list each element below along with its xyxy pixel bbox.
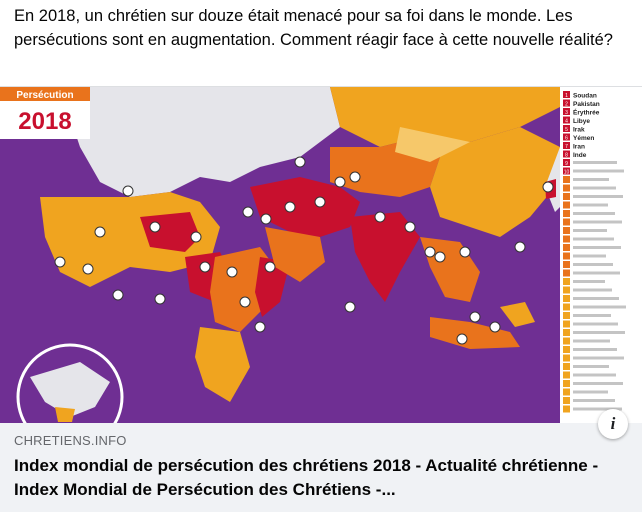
legend-swatch xyxy=(563,167,570,175)
legend-line xyxy=(573,399,615,402)
legend-line xyxy=(573,229,607,232)
legend-country: Libye xyxy=(573,118,590,125)
legend-country: Irak xyxy=(573,127,585,134)
legend-country: Pakistan xyxy=(573,101,600,108)
legend-swatch xyxy=(563,116,570,124)
legend-line xyxy=(573,220,622,224)
legend-line xyxy=(573,365,609,368)
legend-list: 1 Soudan 2 Pakistan 3 Érythrée 4 Libye 5 Irak 6 Yém… xyxy=(563,91,626,413)
legend-line xyxy=(573,254,606,258)
legend-swatch xyxy=(563,320,570,328)
legend-swatch xyxy=(563,210,570,217)
badge-title: Persécution xyxy=(16,90,73,101)
legend-swatch xyxy=(563,286,570,294)
legend-line xyxy=(573,161,617,164)
legend-swatch xyxy=(563,133,570,141)
legend-rank: 1 xyxy=(565,93,568,99)
legend-line xyxy=(573,178,609,181)
legend-country: Érythrée xyxy=(573,108,600,117)
legend-swatch xyxy=(563,405,570,413)
legend-swatch xyxy=(563,176,570,183)
post-text: En 2018, un chrétien sur douze était men… xyxy=(14,7,613,49)
legend-rank: 4 xyxy=(565,119,568,125)
legend-line xyxy=(573,212,615,215)
legend-line xyxy=(573,331,625,334)
legend-country: Iran xyxy=(573,144,585,151)
legend-line xyxy=(573,356,624,360)
link-title[interactable]: Index mondial de persécution des chrétie… xyxy=(14,456,599,499)
legend-swatch xyxy=(563,337,570,345)
legend-swatch xyxy=(563,252,570,260)
link-preview-card[interactable]: Persécution 2018 1 Soudan 2 Pakistan 3 Érythr… xyxy=(0,86,642,512)
legend-swatch xyxy=(563,91,570,98)
legend-rank: 6 xyxy=(565,136,568,142)
legend-line xyxy=(573,280,605,283)
legend-country: Yémen xyxy=(573,135,594,142)
legend-rank: 9 xyxy=(565,161,568,167)
legend-swatch xyxy=(563,227,570,234)
legend-line xyxy=(573,203,608,207)
persecution-map-illustration: Persécution 2018 1 Soudan 2 Pakistan 3 Érythr… xyxy=(0,87,642,423)
legend-swatch xyxy=(563,354,570,362)
legend-line xyxy=(573,373,616,377)
info-button[interactable]: i xyxy=(598,409,628,439)
legend-swatch xyxy=(563,218,570,226)
persecution-map-image[interactable]: Persécution 2018 1 Soudan 2 Pakistan 3 Érythr… xyxy=(0,87,642,423)
legend-swatch xyxy=(563,303,570,311)
legend-swatch xyxy=(563,397,570,404)
legend-rank: 7 xyxy=(565,144,568,150)
legend-swatch xyxy=(563,159,570,166)
legend-line xyxy=(573,288,612,292)
legend-rank: 10 xyxy=(564,170,570,176)
legend-line xyxy=(573,169,624,173)
legend-swatch xyxy=(563,380,570,387)
legend-line xyxy=(573,186,616,190)
legend-line xyxy=(573,314,611,317)
legend-swatch xyxy=(563,346,570,353)
legend-swatch xyxy=(563,125,570,132)
legend-line xyxy=(573,348,617,351)
legend-swatch xyxy=(563,184,570,192)
legend-line xyxy=(573,407,622,411)
legend-swatch xyxy=(563,388,570,396)
legend-swatch xyxy=(563,193,570,200)
legend-line xyxy=(573,382,623,385)
legend-line xyxy=(573,322,618,326)
legend-rank: 2 xyxy=(565,102,568,108)
legend-line xyxy=(573,297,619,300)
legend-swatch xyxy=(563,371,570,379)
legend-swatch xyxy=(563,142,570,149)
legend-swatch xyxy=(563,261,570,268)
legend-swatch xyxy=(563,99,570,107)
legend-swatch xyxy=(563,363,570,370)
legend-swatch xyxy=(563,150,570,158)
legend-country: Soudan xyxy=(573,93,597,100)
legend-rank: 5 xyxy=(565,127,568,133)
legend-rank: 8 xyxy=(565,153,568,159)
legend-swatch xyxy=(563,269,570,277)
link-meta[interactable]: CHRETIENS.INFO Index mondial de persécut… xyxy=(14,433,614,502)
legend-swatch xyxy=(563,244,570,251)
legend-swatch xyxy=(563,235,570,243)
legend-swatch xyxy=(563,278,570,285)
link-domain: CHRETIENS.INFO xyxy=(14,433,127,448)
legend-line xyxy=(573,305,626,309)
legend-line xyxy=(573,237,614,241)
legend-line xyxy=(573,246,621,249)
legend-line xyxy=(573,390,608,394)
legend-line xyxy=(573,271,620,275)
legend-line xyxy=(573,195,623,198)
legend-swatch xyxy=(563,108,570,115)
legend-rank: 3 xyxy=(565,110,568,116)
legend-line xyxy=(573,339,610,343)
legend-swatch xyxy=(563,312,570,319)
badge-year: 2018 xyxy=(18,108,71,135)
legend-swatch xyxy=(563,329,570,336)
legend-swatch xyxy=(563,201,570,209)
legend-line xyxy=(573,263,613,266)
legend-country: Inde xyxy=(573,152,587,159)
legend-swatch xyxy=(563,295,570,302)
